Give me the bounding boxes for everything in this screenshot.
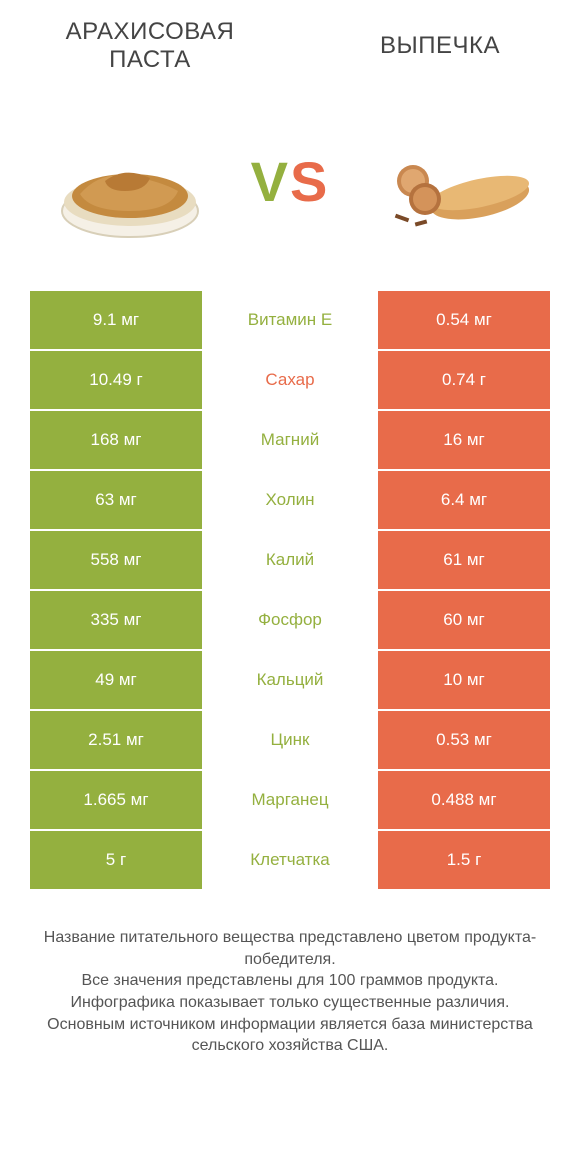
left-value-cell: 10.49 г bbox=[30, 351, 202, 409]
right-value-cell: 0.74 г bbox=[378, 351, 550, 409]
left-value-cell: 49 мг bbox=[30, 651, 202, 709]
header-left: АРАХИСОВАЯ ПАСТА bbox=[40, 18, 260, 73]
right-value-cell: 61 мг bbox=[378, 531, 550, 589]
vs-letter-v: V bbox=[251, 150, 290, 213]
table-row: 558 мгКалий61 мг bbox=[30, 531, 550, 589]
footer-line-4: Основным источником информации является … bbox=[28, 1014, 552, 1057]
nutrient-label: Марганец bbox=[202, 771, 378, 829]
left-value-cell: 9.1 мг bbox=[30, 291, 202, 349]
images-row: VS bbox=[0, 81, 580, 291]
header-right: ВЫПЕЧКА bbox=[340, 18, 540, 73]
nutrient-label: Калий bbox=[202, 531, 378, 589]
vs-letter-s: S bbox=[290, 150, 329, 213]
footer-line-3: Инфографика показывает только существенн… bbox=[28, 992, 552, 1014]
nutrient-label: Кальций bbox=[202, 651, 378, 709]
left-value-cell: 335 мг bbox=[30, 591, 202, 649]
nutrient-label: Магний bbox=[202, 411, 378, 469]
table-row: 1.665 мгМарганец0.488 мг bbox=[30, 771, 550, 829]
left-product-image bbox=[40, 106, 220, 256]
nutrient-label: Холин bbox=[202, 471, 378, 529]
left-value-cell: 558 мг bbox=[30, 531, 202, 589]
footer-line-1: Название питательного вещества представл… bbox=[28, 927, 552, 970]
table-row: 5 гКлетчатка1.5 г bbox=[30, 831, 550, 889]
comparison-table: 9.1 мгВитамин E0.54 мг10.49 гСахар0.74 г… bbox=[0, 291, 580, 889]
left-value-cell: 2.51 мг bbox=[30, 711, 202, 769]
footer-text: Название питательного вещества представл… bbox=[0, 891, 580, 1057]
pastries-icon bbox=[365, 121, 535, 241]
right-value-cell: 16 мг bbox=[378, 411, 550, 469]
table-row: 335 мгФосфор60 мг bbox=[30, 591, 550, 649]
left-value-cell: 1.665 мг bbox=[30, 771, 202, 829]
left-value-cell: 63 мг bbox=[30, 471, 202, 529]
table-row: 49 мгКальций10 мг bbox=[30, 651, 550, 709]
right-value-cell: 60 мг bbox=[378, 591, 550, 649]
table-row: 10.49 гСахар0.74 г bbox=[30, 351, 550, 409]
table-row: 9.1 мгВитамин E0.54 мг bbox=[30, 291, 550, 349]
table-row: 63 мгХолин6.4 мг bbox=[30, 471, 550, 529]
left-product-title: АРАХИСОВАЯ ПАСТА bbox=[40, 18, 260, 73]
nutrient-label: Цинк bbox=[202, 711, 378, 769]
right-value-cell: 6.4 мг bbox=[378, 471, 550, 529]
left-value-cell: 5 г bbox=[30, 831, 202, 889]
table-row: 2.51 мгЦинк0.53 мг bbox=[30, 711, 550, 769]
nutrient-label: Клетчатка bbox=[202, 831, 378, 889]
vs-label: VS bbox=[251, 149, 330, 214]
right-value-cell: 0.53 мг bbox=[378, 711, 550, 769]
right-value-cell: 0.488 мг bbox=[378, 771, 550, 829]
table-row: 168 мгМагний16 мг bbox=[30, 411, 550, 469]
nutrient-label: Сахар bbox=[202, 351, 378, 409]
right-value-cell: 0.54 мг bbox=[378, 291, 550, 349]
right-value-cell: 10 мг bbox=[378, 651, 550, 709]
peanut-butter-icon bbox=[50, 116, 210, 246]
right-value-cell: 1.5 г bbox=[378, 831, 550, 889]
left-value-cell: 168 мг bbox=[30, 411, 202, 469]
right-product-image bbox=[360, 106, 540, 256]
header-row: АРАХИСОВАЯ ПАСТА ВЫПЕЧКА bbox=[0, 0, 580, 81]
footer-line-2: Все значения представлены для 100 граммо… bbox=[28, 970, 552, 992]
nutrient-label: Фосфор bbox=[202, 591, 378, 649]
right-product-title: ВЫПЕЧКА bbox=[380, 32, 500, 60]
nutrient-label: Витамин E bbox=[202, 291, 378, 349]
